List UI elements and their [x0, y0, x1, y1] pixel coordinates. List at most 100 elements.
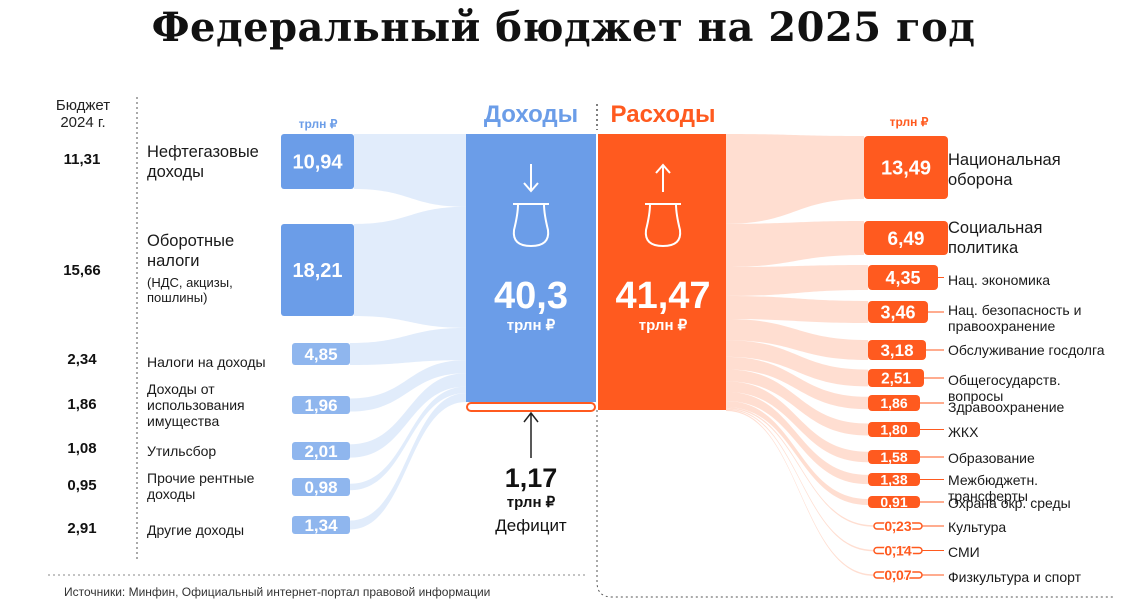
- deficit-value: 1,17: [505, 463, 558, 493]
- deficit-label: Дефицит: [495, 516, 567, 535]
- expense-value-6: 2,51: [881, 371, 911, 388]
- income-label-3: Налоги на доходы: [147, 354, 266, 370]
- budget-2024-value-2: 15,66: [63, 262, 101, 279]
- budget-2024-value-4: 1,86: [67, 396, 97, 413]
- expense-node-7: [868, 395, 920, 411]
- expense-flow-10: [726, 391, 868, 485]
- budget-2024-value-3: 2,34: [67, 351, 97, 368]
- income-label-7: Другие доходы: [147, 522, 245, 538]
- expense-value-11: 0,91: [880, 494, 907, 510]
- right-dotted-frame: [596, 410, 1115, 598]
- income-flow-2: [354, 206, 466, 328]
- expense-flow-3: [726, 265, 868, 297]
- budget-2024-value-5: 1,08: [67, 440, 97, 457]
- income-node-7: [292, 516, 350, 534]
- expense-label-14: Физкультура и спорт: [948, 569, 1082, 585]
- budget-2024-header: Бюджет 2024 г.: [48, 97, 118, 131]
- expense-node-9: [868, 450, 920, 464]
- expense-label-7: Здравоохранение: [948, 399, 1065, 415]
- expense-flow-1: [726, 134, 864, 224]
- income-flow-6: [350, 386, 466, 491]
- expense-label-11: Охрана окр. среды: [948, 495, 1071, 511]
- expense-value-8: 1,80: [880, 422, 907, 438]
- income-flow-4: [350, 360, 466, 412]
- income-value-5: 2,01: [304, 442, 337, 461]
- expense-flow-8: [726, 369, 868, 436]
- expense-flow-5: [726, 319, 868, 360]
- income-flow-7: [350, 393, 466, 530]
- expense-label-12: Культура: [948, 519, 1007, 535]
- deficit-unit: трлн ₽: [507, 494, 556, 511]
- deficit-arrow-icon: [523, 411, 539, 458]
- income-value-3: 4,85: [304, 345, 337, 364]
- expense-value-5: 3,18: [880, 341, 913, 360]
- income-node-2: [281, 224, 354, 316]
- income-node-3: [292, 343, 350, 365]
- expense-label-5: Обслуживание госдолга: [948, 342, 1105, 358]
- expense-unit-header: трлн ₽: [890, 115, 929, 129]
- expense-flow-14: [726, 409, 874, 576]
- expense-node-1: [864, 136, 948, 199]
- expense-flow-9: [726, 381, 868, 463]
- income-label-4: Доходы от использования имущества: [147, 381, 245, 429]
- income-node-4: [292, 396, 350, 414]
- expense-value-12: 0,23: [884, 518, 911, 534]
- expense-label-13: СМИ: [948, 544, 980, 560]
- income-sublabel-2: (НДС, акцизы, пошлины): [147, 275, 233, 305]
- income-header: Доходы: [484, 101, 578, 128]
- expense-label-8: ЖКХ: [948, 424, 979, 440]
- income-value-7: 1,34: [304, 516, 338, 535]
- income-flow-3: [350, 327, 466, 365]
- expense-jar-icon: [644, 163, 682, 248]
- expense-label-4: Нац. безопасность и правоохранение: [948, 302, 1082, 334]
- income-value-6: 0,98: [304, 478, 337, 497]
- budget-2024-header-line1: Бюджет: [55, 97, 111, 114]
- expense-node-6: [868, 369, 924, 387]
- expense-total-value: 41,47: [615, 275, 710, 317]
- expense-value-10: 1,38: [880, 472, 907, 488]
- income-total-unit: трлн ₽: [507, 317, 556, 334]
- expense-value-13: 0,14: [884, 543, 911, 559]
- income-label-6: Прочие рентные доходы: [147, 470, 255, 502]
- income-unit-header: трлн ₽: [299, 117, 338, 131]
- income-node-1: [281, 134, 354, 189]
- income-total-value: 40,3: [494, 275, 568, 317]
- expense-node-3: [868, 265, 938, 290]
- expense-label-10: Межбюджетн. трансферты: [948, 472, 1039, 504]
- expense-value-1: 13,49: [881, 158, 931, 180]
- expense-label-6: Общегосударств. вопросы: [948, 372, 1061, 404]
- expense-node-11: [868, 496, 920, 508]
- expense-node-10: [868, 473, 920, 486]
- income-label-1: Нефтегазовые доходы: [147, 143, 259, 181]
- income-value-2: 18,21: [292, 260, 342, 282]
- expense-label-2: Социальная политика: [948, 219, 1043, 257]
- expense-value-14: 0,07: [884, 567, 911, 583]
- income-label-2: Оборотные налоги (НДС, акцизы, пошлины): [147, 231, 277, 305]
- income-node-5: [292, 442, 350, 460]
- income-flow-5: [350, 373, 466, 458]
- income-jar-icon: [512, 164, 550, 248]
- expense-node-8: [868, 422, 920, 437]
- income-label-5: Утильсбор: [147, 443, 217, 459]
- expense-value-9: 1,58: [880, 449, 907, 465]
- expense-label-3: Нац. экономика: [948, 272, 1051, 288]
- budget-2024-value-6: 0,95: [67, 477, 97, 494]
- expense-node-4: [868, 301, 928, 323]
- income-value-1: 10,94: [292, 152, 343, 174]
- expense-node-5: [868, 340, 926, 360]
- income-flow-1: [354, 134, 466, 207]
- income-value-4: 1,96: [304, 396, 337, 415]
- expense-flow-13: [726, 408, 874, 552]
- expense-label-9: Образование: [948, 450, 1035, 466]
- deficit-bar: [466, 402, 596, 412]
- expense-value-3: 4,35: [885, 268, 920, 288]
- expense-value-4: 3,46: [880, 302, 915, 322]
- expense-flow-6: [726, 340, 868, 387]
- expense-label-1: Национальная оборона: [948, 151, 1061, 189]
- source-note: Источники: Минфин, Официальный интернет-…: [64, 585, 491, 599]
- expense-flow-4: [726, 296, 868, 323]
- budget-2024-header-line2: 2024 г.: [60, 114, 106, 131]
- expense-flow-11: [726, 401, 868, 506]
- expense-header: Расходы: [611, 101, 716, 128]
